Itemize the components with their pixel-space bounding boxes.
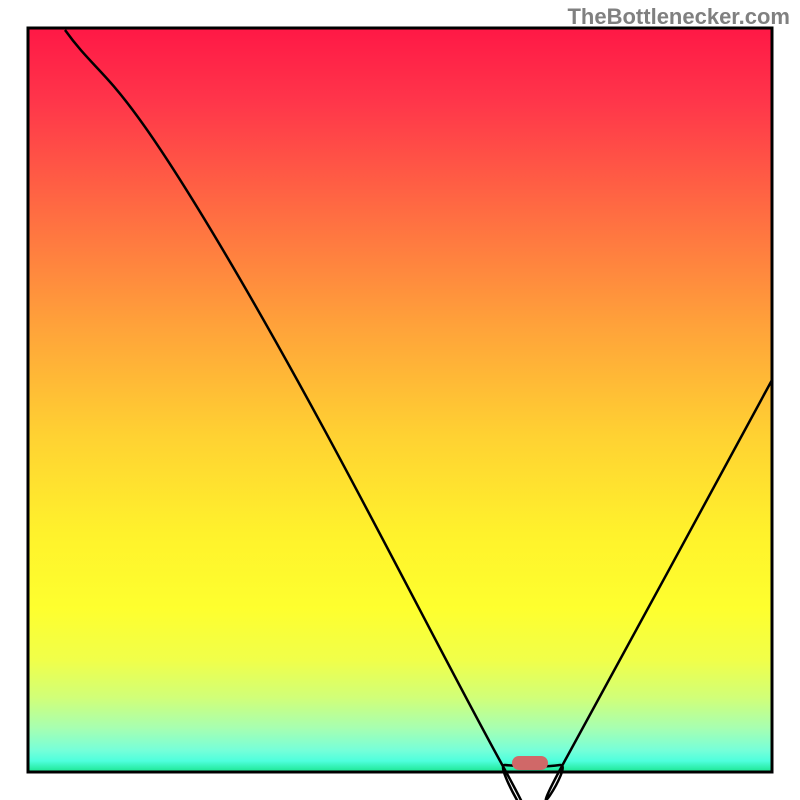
chart-container: TheBottlenecker.com	[0, 0, 800, 800]
bottleneck-chart	[0, 0, 800, 800]
attribution-label: TheBottlenecker.com	[567, 4, 790, 30]
optimal-point-marker	[512, 756, 548, 770]
plot-background	[28, 28, 772, 772]
